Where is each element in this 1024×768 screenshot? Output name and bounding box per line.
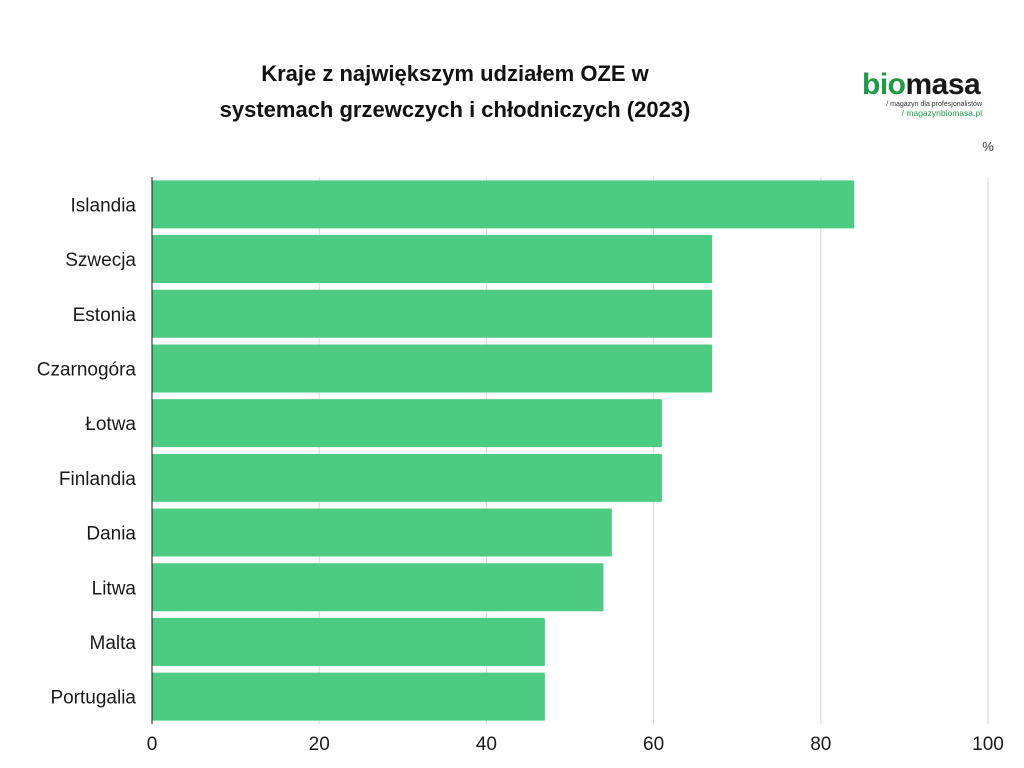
category-label-1: Szwecja: [65, 250, 136, 271]
logo-word-bio: bio: [862, 68, 906, 101]
logo-url: / magazynbiomasa.pl: [901, 108, 982, 118]
chart-title-line-2: systemach grzewczych i chłodniczych (202…: [219, 97, 691, 122]
chart-title: Kraje z największym udziałem OZE w syste…: [120, 56, 790, 128]
category-label-6: Dania: [86, 524, 136, 545]
bar-7: [152, 563, 604, 612]
category-label-9: Portugalia: [50, 688, 136, 709]
category-label-5: Finlandia: [59, 469, 137, 490]
bar-5: [152, 453, 662, 502]
bar-0: [152, 180, 855, 229]
bar-2: [152, 289, 713, 338]
bar-3: [152, 344, 713, 393]
x-tick-label-0: 0: [147, 734, 158, 755]
category-label-4: Łotwa: [85, 414, 136, 435]
bar-6: [152, 508, 612, 557]
x-tick-label-80: 80: [810, 734, 831, 755]
category-label-2: Estonia: [73, 305, 137, 326]
bar-1: [152, 235, 713, 284]
logo-tagline: / magazyn dla profesjonalistów: [886, 101, 982, 108]
category-label-7: Litwa: [92, 578, 137, 599]
x-tick-label-20: 20: [309, 734, 330, 755]
bar-9: [152, 672, 545, 721]
x-tick-label-60: 60: [643, 734, 664, 755]
unit-label: %: [982, 139, 994, 154]
category-label-0: Islandia: [71, 195, 137, 216]
logo-word-masa: masa: [905, 68, 981, 101]
x-tick-label-40: 40: [476, 734, 497, 755]
x-tick-label-100: 100: [972, 734, 1004, 755]
category-label-8: Malta: [90, 633, 137, 654]
bar-4: [152, 399, 662, 448]
bar-8: [152, 617, 545, 666]
chart-title-line-1: Kraje z największym udziałem OZE w: [261, 61, 649, 86]
biomasa-logo: biomasa / magazyn dla profesjonalistów /…: [862, 70, 982, 119]
category-label-3: Czarnogóra: [37, 359, 137, 380]
logo-wordmark: biomasa: [862, 70, 982, 100]
